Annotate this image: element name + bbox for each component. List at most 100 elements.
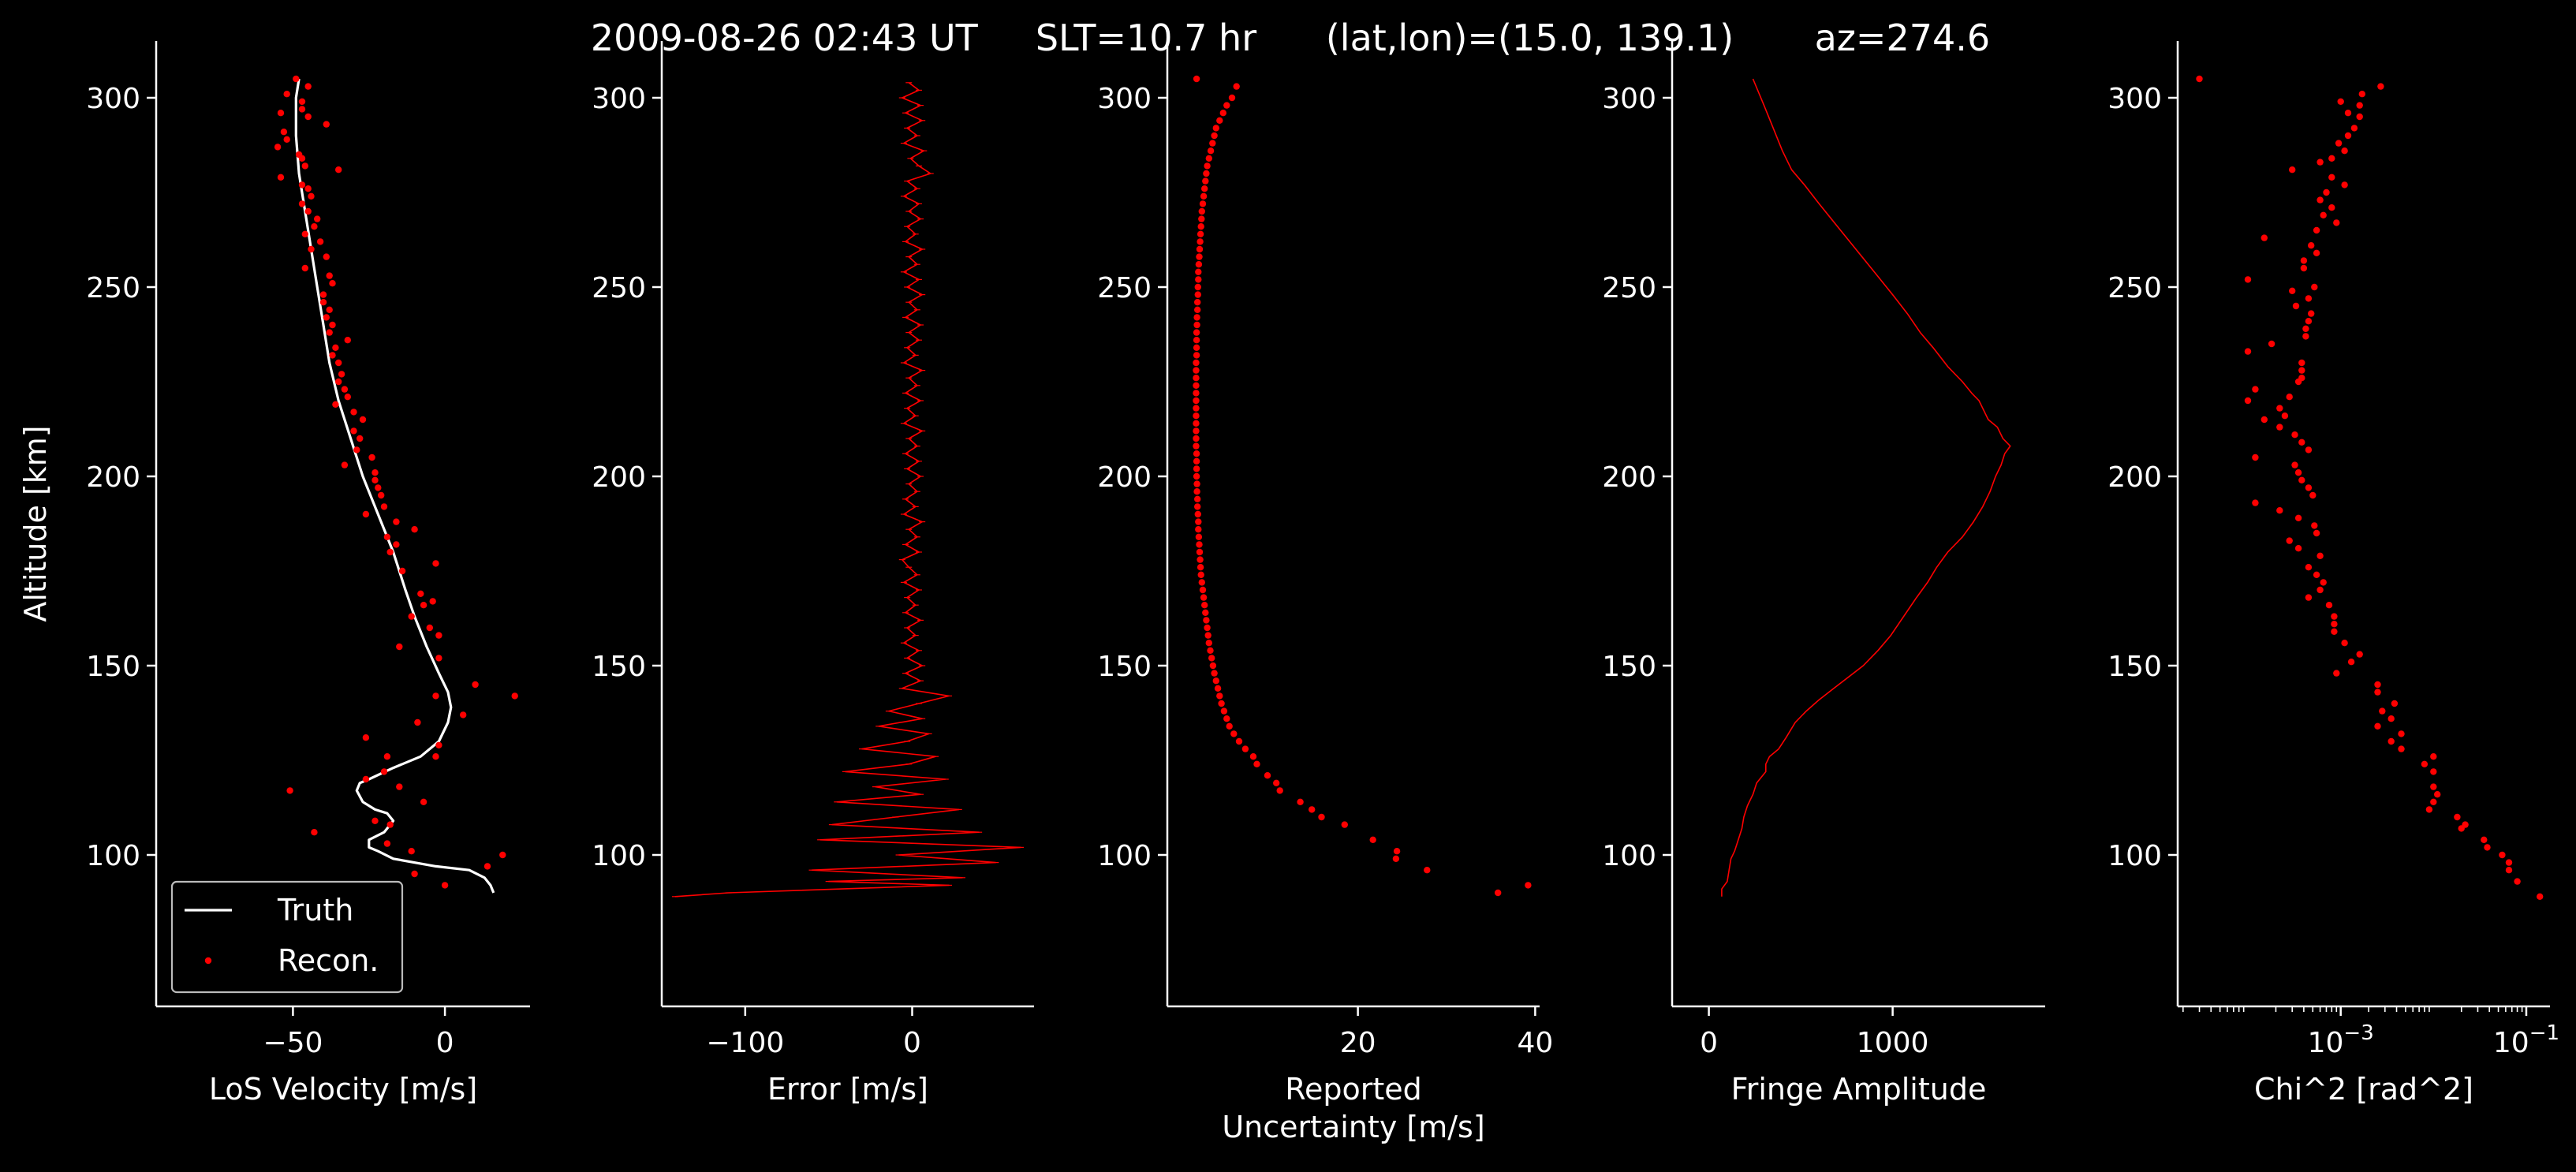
data-point — [2331, 621, 2338, 628]
data-point — [304, 113, 312, 121]
data-point — [1193, 412, 1200, 420]
data-point — [1197, 223, 1204, 230]
data-point — [1193, 488, 1200, 495]
data-point — [2244, 397, 2252, 405]
legend-entry-recon: Recon. — [278, 943, 379, 978]
data-point — [1197, 556, 1204, 563]
x-axis-label: Error [m/s] — [767, 1072, 928, 1107]
x-axis-label-line-2: Uncertainty [m/s] — [1222, 1110, 1484, 1144]
data-point — [1195, 518, 1202, 525]
data-point — [2276, 424, 2283, 431]
data-point — [378, 491, 385, 499]
data-point — [2276, 405, 2283, 412]
y-tick-label: 250 — [1602, 272, 1656, 304]
data-point — [1193, 420, 1200, 427]
data-point — [2374, 681, 2381, 689]
data-point — [1205, 155, 1213, 162]
data-point — [2244, 276, 2252, 283]
data-point — [2289, 166, 2296, 174]
data-point — [1194, 299, 1201, 306]
data-point — [1233, 83, 1240, 90]
data-point — [383, 533, 391, 540]
data-point — [380, 768, 388, 775]
panel-4: 100 150 200 250 300 0 1000 Fringe Amplitude — [1602, 41, 2045, 1107]
data-point — [357, 435, 364, 442]
data-point — [319, 291, 327, 298]
data-point — [335, 166, 342, 174]
series-1 — [1721, 78, 2011, 897]
data-point — [326, 329, 333, 336]
data-point — [383, 753, 391, 760]
y-tick-label: 150 — [86, 651, 140, 683]
data-point — [1196, 245, 1204, 253]
y-axis-label: Altitude [km] — [18, 425, 53, 621]
data-point — [1194, 503, 1201, 510]
x-tick-label: −50 — [263, 1027, 323, 1059]
data-point — [1208, 655, 1215, 662]
series-1 — [671, 82, 1025, 898]
data-point — [429, 598, 436, 605]
data-point — [2430, 768, 2437, 775]
data-point — [2300, 257, 2308, 264]
data-point — [2313, 529, 2320, 537]
data-point — [2294, 378, 2302, 386]
data-point — [314, 215, 321, 222]
data-point — [2311, 522, 2318, 529]
data-point — [1193, 352, 1200, 359]
data-point — [1203, 617, 1210, 624]
data-point — [2421, 760, 2429, 767]
data-point — [2379, 707, 2386, 715]
y-tick-label: 100 — [1097, 840, 1152, 872]
data-point — [1209, 140, 1216, 147]
data-point — [2305, 295, 2313, 302]
data-point — [368, 453, 375, 461]
data-point — [1219, 110, 1227, 117]
data-point — [1202, 177, 1209, 185]
data-point — [362, 734, 370, 741]
data-point — [308, 192, 315, 200]
data-point — [2298, 476, 2305, 483]
data-point — [1203, 170, 1210, 177]
series-recon — [274, 75, 518, 889]
x-tick-label: 20 — [1340, 1027, 1376, 1059]
data-point — [1193, 405, 1200, 412]
data-point — [1193, 435, 1200, 442]
y-tick-label: 200 — [1602, 461, 1656, 494]
data-point — [1228, 94, 1236, 102]
data-point — [2294, 514, 2302, 521]
data-point — [1193, 75, 1200, 83]
data-point — [1198, 207, 1206, 215]
data-point — [1200, 594, 1208, 601]
data-point — [408, 848, 415, 855]
data-point — [298, 200, 306, 207]
data-point — [1193, 375, 1200, 382]
data-point — [2347, 659, 2355, 666]
data-point — [286, 787, 293, 794]
data-point — [2387, 715, 2395, 722]
data-point — [2505, 859, 2513, 866]
data-point — [2313, 571, 2320, 578]
data-point — [2328, 174, 2335, 181]
data-point — [420, 602, 427, 609]
data-point — [1495, 889, 1502, 897]
panel-5: 100 150 200 250 300 10−3 10−1 Chi^2 [rad^2] — [2107, 41, 2559, 1107]
data-point — [2356, 651, 2363, 658]
data-point — [499, 851, 506, 859]
data-point — [435, 741, 442, 748]
data-point — [398, 567, 406, 575]
data-point — [2286, 537, 2293, 544]
data-point — [2294, 545, 2302, 552]
y-tick-label: 100 — [1602, 840, 1656, 872]
data-point — [2302, 325, 2309, 332]
data-point — [2387, 737, 2395, 745]
data-point — [2356, 102, 2363, 109]
data-point — [2305, 318, 2313, 325]
data-point — [344, 337, 351, 344]
data-point — [1369, 836, 1376, 844]
y-tick-label: 150 — [1097, 651, 1152, 683]
data-point — [2317, 552, 2324, 559]
data-point — [1341, 821, 1349, 828]
data-point — [2308, 310, 2315, 317]
data-point — [2331, 613, 2338, 620]
figure-title: 2009-08-26 02:43 UT SLT=10.7 hr (lat,lon… — [591, 17, 1990, 59]
